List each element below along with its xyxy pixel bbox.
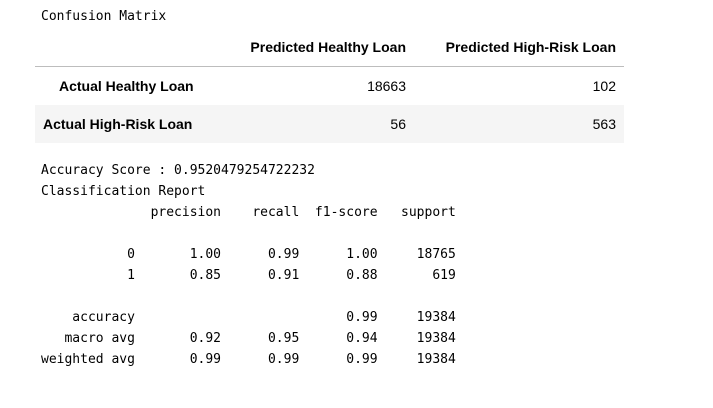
report-class-1-line: 1 0.85 0.91 0.88 619	[41, 268, 456, 283]
column-header-predicted-healthy: Predicted Healthy Loan	[220, 28, 414, 67]
row-header-actual-healthy: Actual Healthy Loan	[59, 78, 194, 94]
report-class-0-line: 0 1.00 0.99 1.00 18765	[41, 247, 456, 262]
table-row: Actual High-Risk Loan 56 563	[35, 105, 624, 143]
confusion-matrix-table: Predicted Healthy Loan Predicted High-Ri…	[35, 28, 624, 143]
accuracy-score-line: Accuracy Score : 0.9520479254722232	[41, 163, 315, 178]
table-header-row: Predicted Healthy Loan Predicted High-Ri…	[35, 28, 624, 67]
cell-high-risk-predicted-high-risk: 563	[592, 116, 616, 132]
cell-healthy-predicted-high-risk: 102	[592, 78, 616, 94]
report-blank-line	[41, 223, 456, 244]
table-row: Actual Healthy Loan 18663 102	[35, 67, 624, 106]
report-blank-line	[41, 286, 456, 307]
confusion-matrix-title: Confusion Matrix	[41, 9, 167, 24]
column-header-predicted-high-risk: Predicted High-Risk Loan	[414, 28, 624, 67]
cell-healthy-predicted-healthy: 18663	[367, 78, 406, 94]
classification-report-title: Classification Report	[41, 184, 206, 199]
report-macro-avg-line: macro avg 0.92 0.95 0.94 19384	[41, 331, 456, 346]
report-header-line: precision recall f1-score support	[41, 205, 456, 220]
report-accuracy-line: accuracy 0.99 19384	[41, 310, 456, 325]
classification-report-output: Accuracy Score : 0.9520479254722232 Class…	[41, 160, 456, 370]
corner-header-cell	[35, 28, 220, 67]
report-weighted-avg-line: weighted avg 0.99 0.99 0.99 19384	[41, 352, 456, 367]
cell-high-risk-predicted-healthy: 56	[390, 116, 406, 132]
row-header-actual-high-risk: Actual High-Risk Loan	[43, 116, 193, 132]
